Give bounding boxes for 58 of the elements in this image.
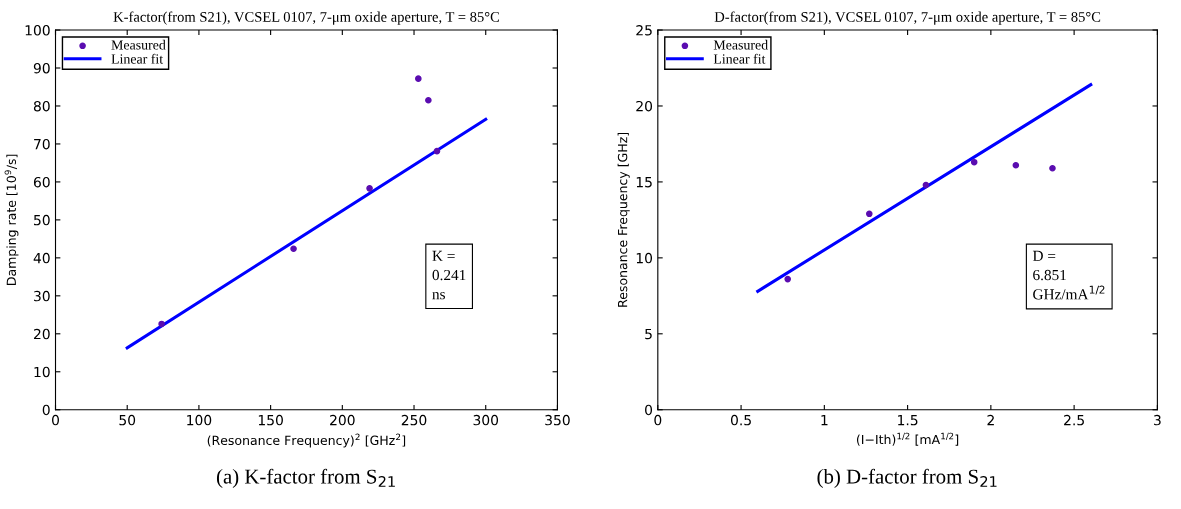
y-tick-label: 30	[34, 290, 50, 302]
point	[1012, 161, 1020, 169]
legend-label: Linear fit	[111, 53, 164, 64]
point	[290, 245, 297, 253]
x-tick-label: 100	[187, 414, 212, 426]
x-tick-label: 50	[119, 414, 136, 426]
x-tick-label: 2	[987, 414, 994, 426]
legend-label: Linear fit	[713, 53, 766, 64]
point	[922, 181, 930, 189]
x-tick-label: 3	[1154, 414, 1161, 426]
y-tick-label: 90	[33, 62, 50, 74]
x-axis-title: (I−Ith)$^{1/2}$ [mA$^{1/2}$]	[856, 432, 959, 446]
x-tick-label: 0	[654, 414, 662, 426]
y-tick-label: 50	[34, 214, 50, 226]
y-tick-label: 20	[636, 100, 653, 112]
y-tick-label: 40	[33, 252, 50, 264]
x-tick-label: 250	[401, 414, 427, 426]
point	[784, 275, 791, 283]
x-tick-label: 2.5	[1064, 414, 1084, 426]
y-tick-label: 70	[34, 138, 50, 150]
y-tick-label: 60	[33, 176, 50, 188]
y-tick-label: 25	[636, 25, 652, 36]
text: (a) K-factor from S$_{21}$	[216, 468, 395, 488]
y-tick-label: 20	[33, 328, 50, 340]
x-tick-label: 0	[52, 414, 59, 426]
y-axis-title: Resonance Frequency [GHz]	[617, 132, 630, 307]
x-tick-label: 350	[545, 414, 570, 426]
chart-title: K-factor(from S21), VCSEL 0107, 7-μm oxide aperture, T = 85°C	[113, 11, 500, 25]
y-tick-label: 100	[25, 25, 50, 36]
legend-label: Measured	[713, 39, 768, 50]
x-tick-label: 0.5	[730, 414, 751, 426]
y-tick-label: 80	[33, 100, 50, 112]
x-tick-label: 200	[330, 414, 355, 426]
point	[415, 75, 422, 82]
point	[866, 210, 873, 218]
point	[970, 158, 978, 166]
x-tick-label: 150	[258, 414, 283, 426]
y-tick-label: 0	[42, 404, 50, 416]
point	[158, 320, 165, 328]
y-tick-label: 5	[645, 328, 652, 340]
y-tick-label: 0	[645, 404, 653, 416]
annotation: D = 6.851 GHz/mA$^{1/2}$	[1032, 250, 1105, 300]
x-tick-label: 300	[473, 414, 499, 426]
point	[433, 147, 441, 155]
text: (b) D-factor from S$_{21}$	[817, 468, 997, 488]
x-tick-label: 1	[821, 415, 828, 426]
legend-label: Measured	[111, 39, 166, 50]
annotation: K = 0.241 ns	[432, 250, 466, 300]
x-axis-title: (Resonance Frequency)$^{2}$ [GHz$^{2}$]	[207, 433, 406, 448]
point	[1049, 164, 1056, 172]
y-tick-label: 15	[636, 177, 652, 188]
chart-title: D-factor(from S21), VCSEL 0107, 7-μm oxide aperture, T = 85°C	[714, 11, 1101, 25]
x-tick-label: 1.5	[898, 415, 918, 426]
point	[425, 96, 432, 104]
y-axis-title: Damping rate [10$^{9}$/s]	[4, 154, 19, 285]
y-tick-label: 10	[34, 366, 50, 378]
point	[366, 185, 373, 192]
y-tick-label: 10	[636, 252, 653, 264]
